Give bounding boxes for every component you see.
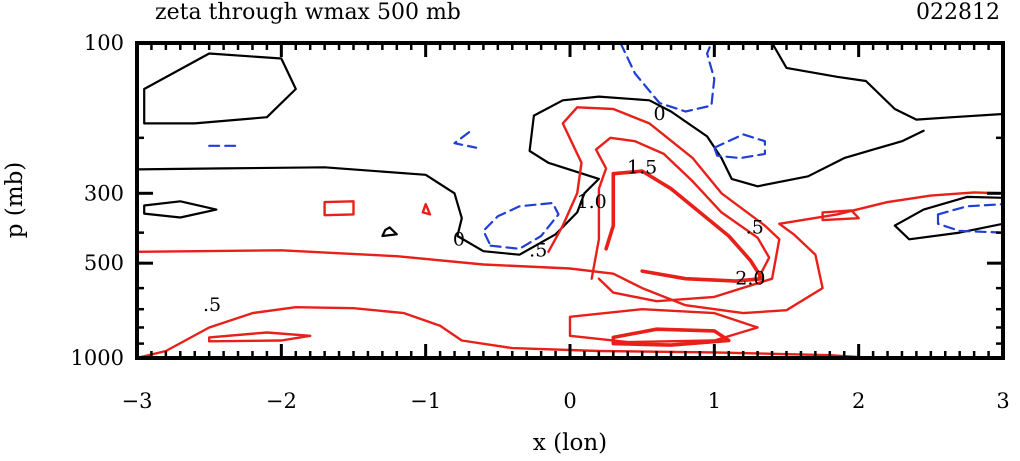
date-label: 022812 — [916, 0, 1000, 25]
contour-line — [547, 106, 781, 303]
contour-lines — [137, 43, 1003, 358]
x-tick-label: 3 — [996, 389, 1009, 413]
x-tick-label: 1 — [708, 389, 721, 413]
y-tick-label: 100 — [84, 31, 124, 55]
contour-label: .5 — [203, 294, 221, 316]
contour-line — [482, 201, 560, 250]
x-tick-label: −1 — [410, 389, 441, 413]
contour-label: 1.0 — [577, 191, 607, 213]
x-tick-label: −2 — [266, 389, 297, 413]
contour-line — [713, 133, 766, 160]
x-tick-label: −3 — [122, 389, 153, 413]
x-axis-ticks: −3 −2 −1 0 1 2 3 — [122, 43, 1010, 413]
y-axis-label: p (mb) — [2, 162, 28, 239]
contour-line — [137, 306, 875, 358]
contour-line — [619, 43, 716, 113]
contour-line — [381, 226, 398, 238]
contour-line — [611, 327, 731, 347]
contour-label: 1.5 — [627, 156, 657, 178]
x-tick-label: 2 — [852, 389, 865, 413]
y-tick-label: 1000 — [71, 346, 124, 370]
contour-line — [604, 169, 764, 283]
contour-label: .5 — [746, 216, 764, 238]
contour-line — [143, 200, 218, 219]
contour-line — [590, 136, 771, 282]
y-tick-label: 500 — [84, 251, 124, 275]
contour-line — [568, 308, 759, 344]
y-tick-label: 300 — [84, 181, 124, 205]
chart-title: zeta through wmax 500 mb — [155, 0, 461, 25]
contour-line — [137, 191, 1003, 315]
contour-line — [421, 203, 432, 216]
y-axis-ticks: 100 300 500 1000 — [71, 31, 1003, 370]
x-axis-label: x (lon) — [533, 430, 607, 456]
contour-label: 2.0 — [735, 268, 765, 290]
contour-line — [821, 209, 860, 222]
contour-line — [143, 52, 297, 125]
contour-label: .5 — [529, 239, 547, 261]
contour-label: 0 — [453, 228, 465, 250]
contour-line — [208, 331, 312, 343]
contour-label: 0 — [653, 103, 665, 125]
contour-labels: 0 1.5 1.0 .5 0 .5 2.0 .5 — [203, 103, 766, 316]
contour-line — [323, 200, 355, 217]
contour-line — [771, 43, 1003, 121]
contour-line — [453, 131, 478, 149]
x-tick-label: 0 — [563, 389, 576, 413]
contour-line — [893, 195, 1003, 241]
contour-line — [936, 203, 1003, 234]
contour-line — [137, 95, 925, 256]
